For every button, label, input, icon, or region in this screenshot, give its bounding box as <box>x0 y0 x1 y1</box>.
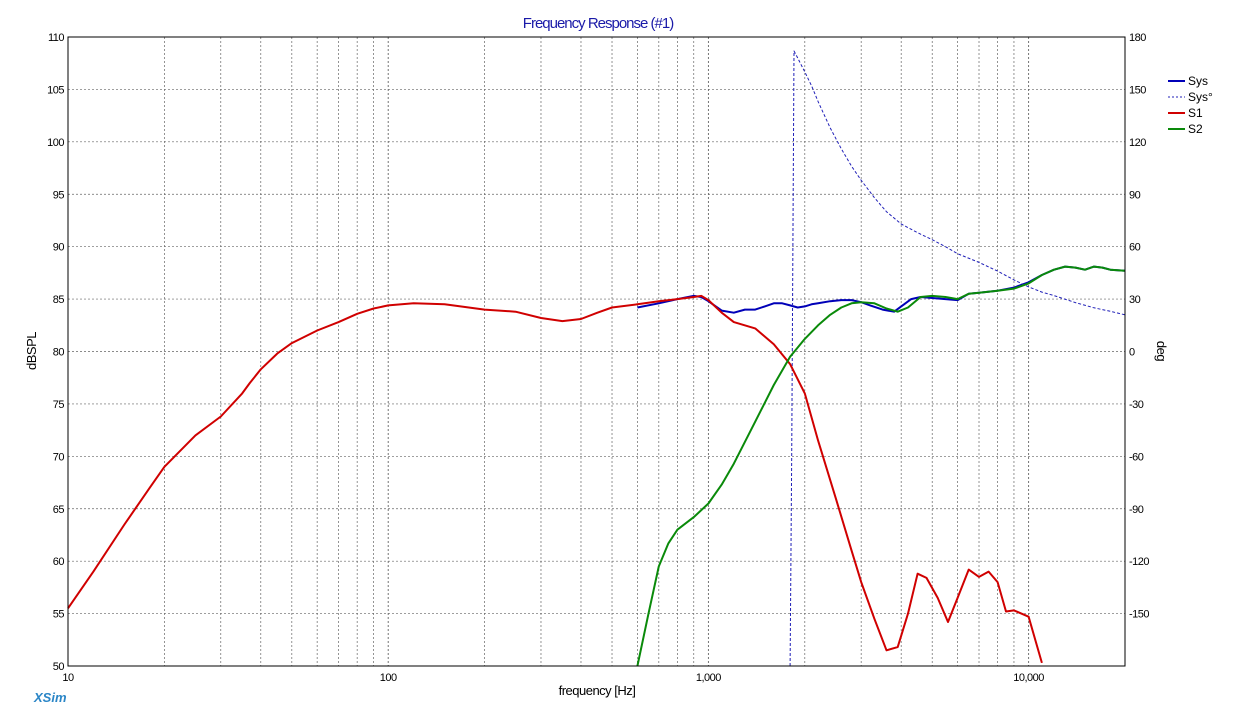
y2-tick-label: 0 <box>1129 347 1135 359</box>
x-tick-label: 1,000 <box>696 672 721 684</box>
series-line-s1 <box>67 294 1043 664</box>
y-axis-label: dBSPL <box>24 332 39 370</box>
x-tick-label: 10 <box>62 672 74 684</box>
y-tick-label: 70 <box>53 451 65 463</box>
y-tick-label: 100 <box>47 137 64 149</box>
y2-tick-label: -60 <box>1129 451 1144 463</box>
y2-tick-label: -30 <box>1129 399 1144 411</box>
y-tick-label: 55 <box>53 609 65 621</box>
legend-label: S2 <box>1188 122 1203 136</box>
right-axis-ticks: -150 -120 -90 -60 -30 0 30 60 90 120 150 180 <box>1129 32 1150 621</box>
y-tick-label: 90 <box>53 242 65 254</box>
y2-tick-label: -150 <box>1129 609 1149 621</box>
y-tick-label: 50 <box>53 661 65 673</box>
xsim-logo: XSim <box>33 690 67 705</box>
grid-lines <box>68 37 1125 666</box>
series-lines <box>67 50 1126 667</box>
x-tick-label: 100 <box>380 672 397 684</box>
y2-axis-label: deg <box>1154 341 1169 361</box>
y-tick-label: 110 <box>48 32 64 44</box>
y-tick-label: 105 <box>47 84 64 96</box>
left-axis-ticks: 50 55 60 65 70 75 80 85 90 95 100 105 110 <box>47 32 65 673</box>
y-tick-label: 95 <box>53 189 65 201</box>
legend-label: Sys <box>1188 74 1208 88</box>
y2-tick-label: 90 <box>1129 189 1141 201</box>
legend-label: Sys° <box>1188 90 1213 104</box>
y-tick-label: 85 <box>53 294 65 306</box>
chart-title: Frequency Response (#1) <box>523 15 674 32</box>
x-tick-label: 10,000 <box>1013 672 1044 684</box>
x-axis-ticks: 10 100 1,000 10,000 <box>62 672 1044 684</box>
y2-tick-label: -120 <box>1129 556 1149 568</box>
y-tick-label: 60 <box>53 556 65 568</box>
y2-tick-label: 180 <box>1129 32 1146 44</box>
x-axis-label: frequency [Hz] <box>559 683 636 698</box>
y-tick-label: 75 <box>53 399 65 411</box>
y2-tick-label: 150 <box>1129 84 1146 96</box>
y2-tick-label: 120 <box>1129 137 1146 149</box>
legend-label: S1 <box>1188 106 1203 120</box>
legend: Sys Sys° S1 S2 <box>1168 74 1213 136</box>
y2-tick-label: 30 <box>1129 294 1141 306</box>
y-tick-label: 65 <box>53 504 65 516</box>
y2-tick-label: 60 <box>1129 242 1141 254</box>
y2-tick-label: -90 <box>1129 504 1144 516</box>
plot-frame <box>67 36 1126 667</box>
series-line-s2 <box>636 265 1126 667</box>
series-line-sys <box>789 50 1126 667</box>
y-tick-label: 80 <box>53 347 65 359</box>
